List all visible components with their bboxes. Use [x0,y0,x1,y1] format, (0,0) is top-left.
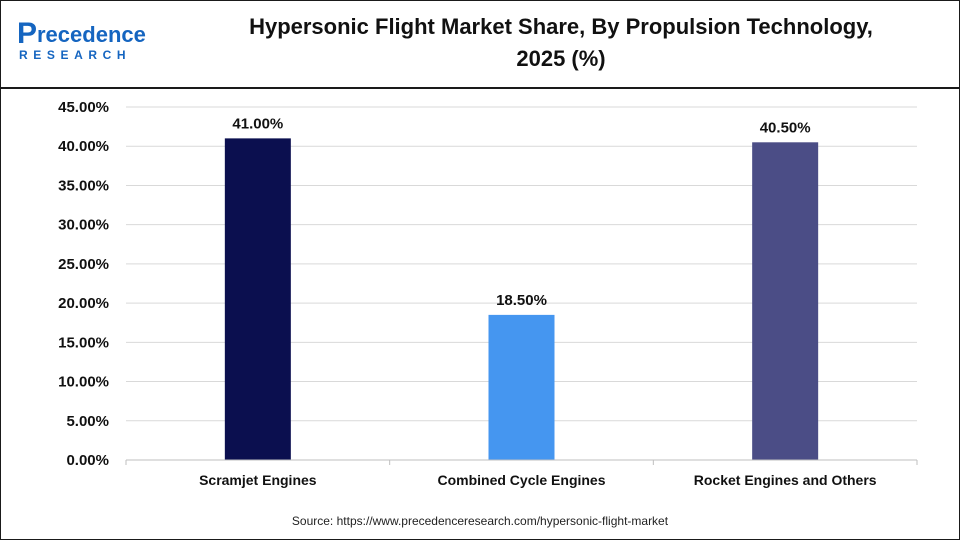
y-tick-label: 25.00% [58,256,109,273]
y-tick-label: 45.00% [58,99,109,116]
bar [488,314,555,460]
chart-title-line-2: 2025 (%) [516,46,606,71]
y-tick-label: 40.00% [58,138,109,155]
data-label: 41.00% [232,115,283,132]
y-tick-label: 35.00% [58,177,109,194]
y-tick-label: 5.00% [66,413,109,430]
chart-title-line-1: Hypersonic Flight Market Share, By Propu… [249,14,873,39]
x-tick-label: Combined Cycle Engines [437,472,605,488]
logo-wordmark: recedence [37,22,146,47]
bar [224,138,291,460]
value-labels: 41.00% 18.50% 40.50% [232,115,810,309]
x-tick-label: Scramjet Engines [199,472,317,488]
chart-title: Hypersonic Flight Market Share, By Propu… [191,11,931,75]
x-axis-labels: Scramjet Engines Combined Cycle Engines Ro… [125,460,918,488]
brand-logo: P recedence RESEARCH [17,17,146,62]
bar [752,142,819,461]
bars [224,138,819,461]
header: P recedence RESEARCH Hypersonic Flight M… [1,1,959,89]
x-tick-label: Rocket Engines and Others [694,472,877,488]
source-note: Source: https://www.precedenceresearch.c… [291,514,669,528]
y-tick-label: 15.00% [58,334,109,351]
logo-subtitle: RESEARCH [19,48,131,62]
y-tick-label: 20.00% [58,295,109,312]
logo-initial: P [17,17,37,50]
y-axis-ticks: 0.00% 5.00% 10.00% 15.00% 20.00% 25.00% 30.00%… [58,99,109,469]
y-tick-label: 30.00% [58,217,109,234]
data-label: 40.50% [760,119,811,136]
data-label: 18.50% [496,292,547,309]
y-tick-label: 10.00% [58,374,109,391]
y-tick-label: 0.00% [66,452,109,469]
